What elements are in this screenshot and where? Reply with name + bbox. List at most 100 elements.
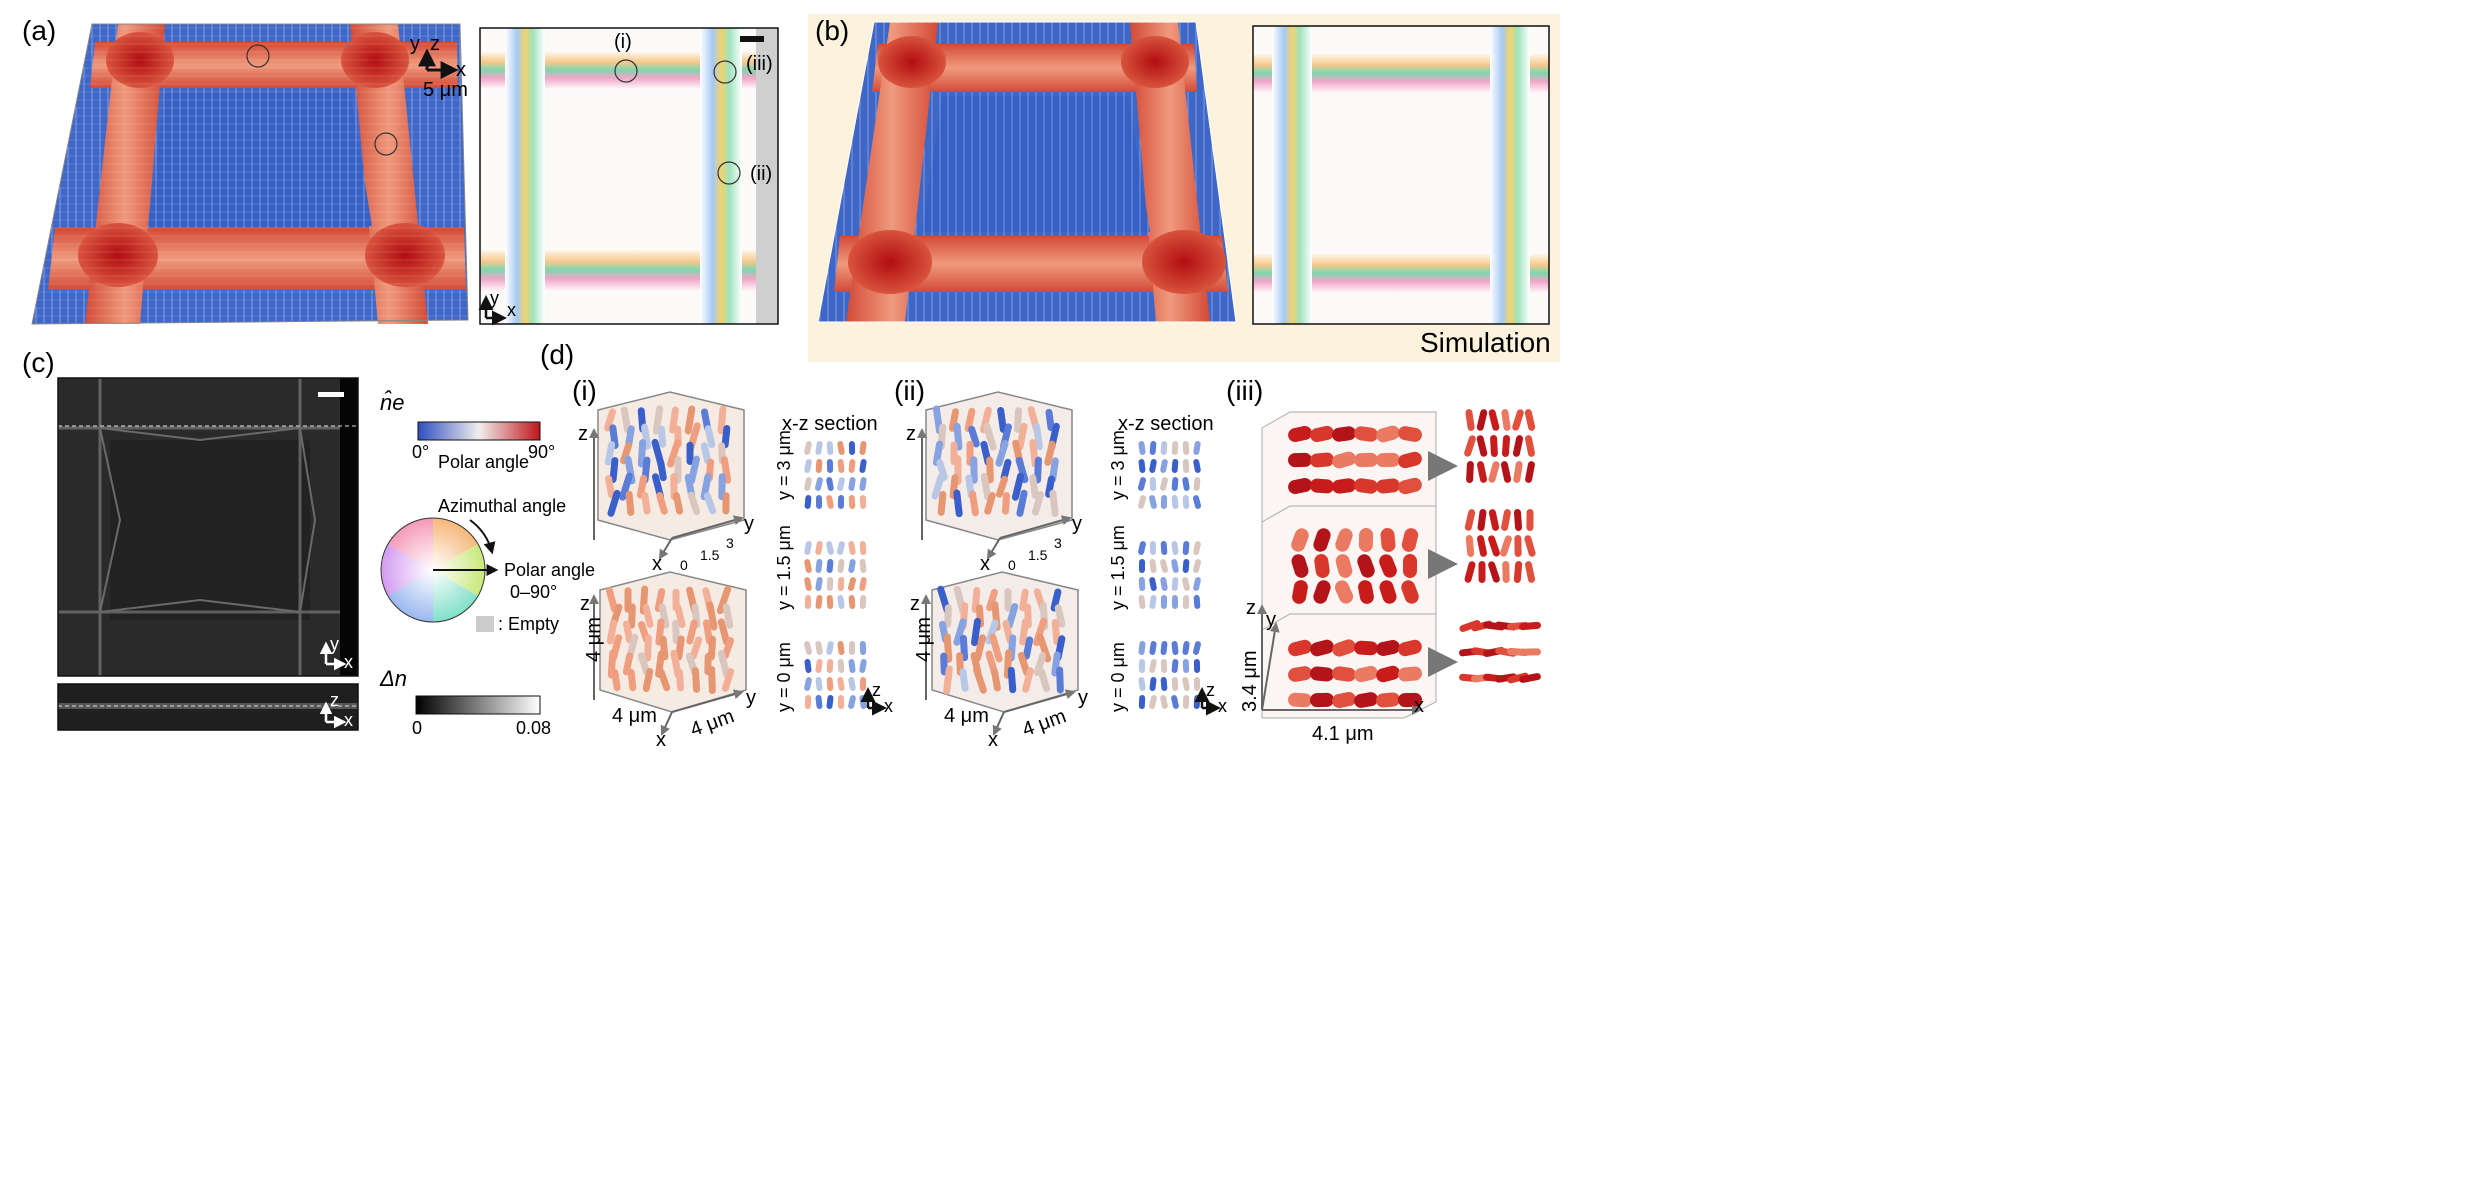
director-cylinder bbox=[722, 492, 730, 515]
director-cylinder bbox=[980, 472, 992, 501]
director-cylinder bbox=[1022, 636, 1034, 660]
director-cylinder bbox=[1291, 528, 1309, 552]
director-cylinder bbox=[837, 459, 845, 473]
director-cylinder bbox=[969, 490, 979, 517]
d-i-slice-2: y = 0 μm bbox=[774, 642, 794, 712]
director-cylinder bbox=[657, 668, 671, 692]
director-cylinder bbox=[837, 659, 845, 673]
d-i-corner-x: x bbox=[884, 696, 893, 716]
director-cylinder bbox=[1500, 461, 1512, 483]
director-cylinder bbox=[1464, 561, 1476, 583]
director-cylinder bbox=[1033, 617, 1047, 647]
director-cylinder bbox=[1160, 477, 1168, 491]
panel-c-axes-xy: y x bbox=[319, 634, 353, 672]
director-cylinder bbox=[1401, 580, 1419, 604]
director-cylinder bbox=[1288, 666, 1312, 682]
director-cylinder bbox=[937, 490, 947, 516]
panel-b-3d-view bbox=[817, 21, 1237, 323]
director-cylinder bbox=[1182, 577, 1190, 591]
d-ii-top-z: z bbox=[906, 423, 916, 445]
director-cylinder bbox=[1160, 595, 1168, 609]
director-cylinder bbox=[667, 439, 681, 468]
director-cylinder bbox=[1376, 452, 1400, 468]
director-cylinder bbox=[625, 490, 635, 516]
panel-a-scale-text: 5 μm bbox=[423, 79, 468, 101]
director-cylinder bbox=[1171, 659, 1179, 673]
director-cylinder bbox=[1138, 577, 1146, 591]
director-cylinder bbox=[1354, 426, 1378, 442]
director-cylinder bbox=[1376, 665, 1400, 683]
director-cylinder bbox=[1045, 408, 1055, 432]
director-cylinder bbox=[607, 489, 621, 517]
polar-max-label: 90° bbox=[528, 442, 555, 462]
director-cylinder bbox=[859, 559, 867, 573]
panel-c-axis-x2: x bbox=[344, 710, 353, 730]
director-cylinder bbox=[991, 668, 1001, 692]
director-cylinder bbox=[1354, 452, 1378, 468]
director-cylinder bbox=[1490, 435, 1498, 457]
director-cylinder bbox=[848, 695, 856, 709]
director-cylinder bbox=[826, 659, 834, 673]
director-cylinder bbox=[1149, 577, 1157, 591]
director-cylinder bbox=[837, 577, 845, 591]
panel-d-i-cube-top bbox=[597, 391, 745, 541]
d-iii-axis-y: y bbox=[1266, 609, 1276, 631]
director-cylinder bbox=[1171, 541, 1179, 555]
director-cylinder bbox=[1160, 495, 1168, 509]
director-cylinder bbox=[859, 441, 867, 455]
director-cylinder bbox=[804, 495, 812, 509]
director-cylinder bbox=[826, 677, 834, 691]
director-cylinder bbox=[859, 595, 867, 609]
director-cylinder bbox=[1160, 577, 1168, 591]
director-cylinder bbox=[986, 456, 994, 484]
director-cylinder bbox=[1049, 489, 1059, 517]
director-cylinder bbox=[1182, 495, 1190, 509]
director-cylinder bbox=[995, 439, 1009, 467]
director-cylinder bbox=[1031, 491, 1045, 516]
director-cylinder bbox=[1488, 461, 1500, 483]
director-cylinder bbox=[1332, 478, 1356, 494]
director-cylinder bbox=[1160, 459, 1168, 473]
director-cylinder bbox=[968, 425, 980, 448]
d-ii-top-y: y bbox=[1072, 513, 1082, 535]
director-cylinder bbox=[1149, 459, 1157, 473]
director-cylinder bbox=[1379, 580, 1397, 604]
director-cylinder bbox=[1182, 459, 1190, 473]
d-i-slices bbox=[804, 441, 867, 709]
director-cylinder bbox=[1138, 695, 1146, 709]
director-cylinder bbox=[1160, 659, 1168, 673]
director-cylinder bbox=[717, 649, 731, 679]
director-cylinder bbox=[1182, 695, 1190, 709]
director-cylinder bbox=[1182, 595, 1190, 609]
director-cylinder bbox=[1171, 641, 1179, 655]
director-cylinder bbox=[848, 459, 856, 473]
director-cylinder bbox=[1465, 409, 1475, 431]
director-cylinder bbox=[986, 588, 998, 612]
director-cylinder bbox=[1193, 659, 1201, 673]
director-cylinder bbox=[1160, 541, 1168, 555]
director-cylinder bbox=[684, 405, 696, 435]
director-cylinder bbox=[932, 440, 944, 467]
director-cylinder bbox=[654, 588, 666, 612]
director-cylinder bbox=[804, 441, 812, 455]
director-cylinder bbox=[642, 667, 654, 693]
azimuthal-label: Azimuthal angle bbox=[438, 496, 566, 516]
director-cylinder bbox=[1313, 528, 1331, 552]
director-cylinder bbox=[1160, 695, 1168, 709]
director-cylinder bbox=[1524, 535, 1536, 557]
panel-d-iii-stack bbox=[1261, 411, 1437, 719]
director-cylinder bbox=[859, 695, 867, 709]
d-i-bot-x: x bbox=[656, 729, 666, 751]
panel-c-image-xz: z x bbox=[57, 683, 359, 731]
panel-c-axis-y: y bbox=[330, 634, 339, 654]
director-cylinder bbox=[1500, 535, 1512, 557]
director-cylinder bbox=[628, 603, 636, 629]
director-cylinder bbox=[815, 595, 823, 609]
director-cylinder bbox=[1459, 620, 1481, 632]
director-cylinder bbox=[1182, 477, 1190, 491]
director-cylinder bbox=[1138, 441, 1146, 455]
director-cylinder bbox=[1036, 633, 1052, 663]
director-cylinder bbox=[1138, 595, 1146, 609]
director-cylinder bbox=[642, 604, 654, 628]
